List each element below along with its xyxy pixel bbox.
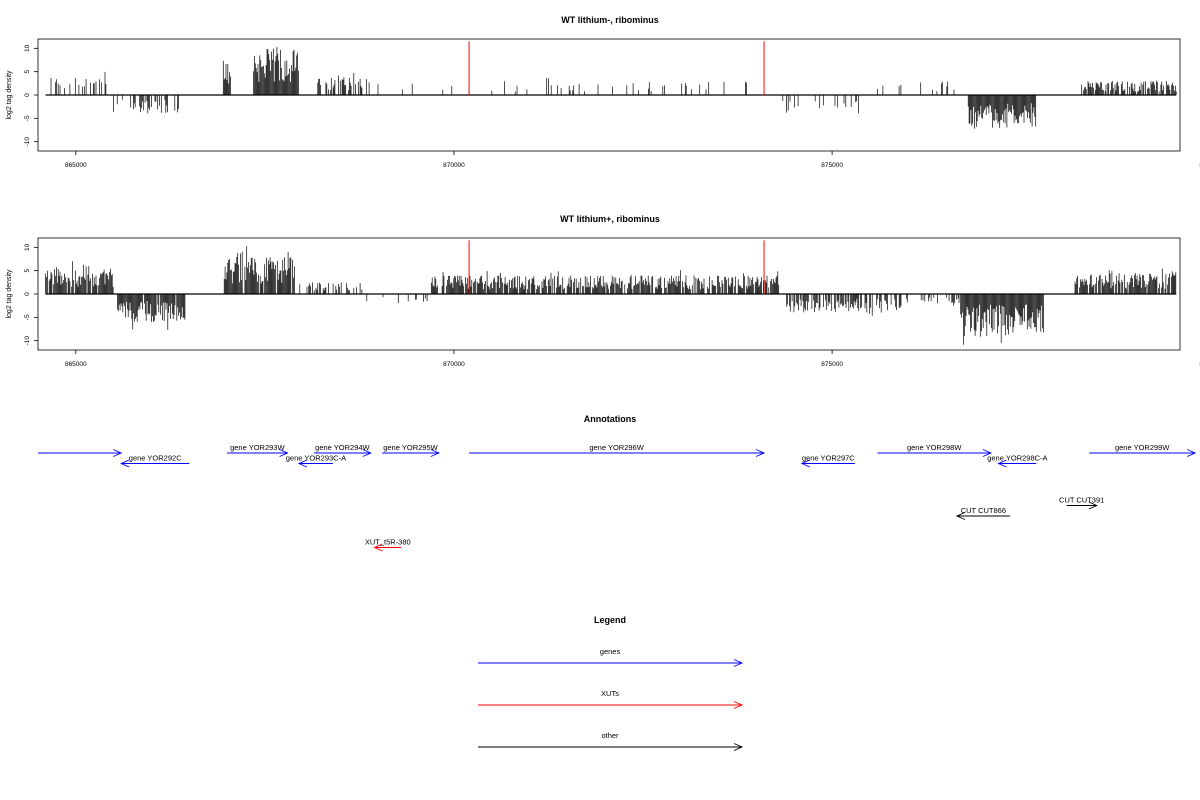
y-tick-label: 10: [24, 44, 31, 52]
arrow-head: [430, 449, 440, 457]
y-tick-label: -10: [24, 336, 31, 346]
annotation-feature: CUT CUT391: [1059, 496, 1104, 510]
y-tick-label: 5: [24, 268, 31, 272]
x-tick-label: 865000: [65, 162, 87, 169]
y-tick-label: 0: [24, 93, 31, 97]
arrow-head: [279, 449, 289, 457]
x-tick-label: 865000: [65, 361, 87, 368]
feature-label: gene YOR293W: [230, 443, 285, 452]
x-tick-label: 875000: [821, 162, 843, 169]
annotation-feature: gene YOR293W: [227, 443, 289, 457]
feature-label: gene YOR297C: [802, 454, 855, 463]
feature-label: gene YOR295W: [383, 443, 438, 452]
markers: [468, 240, 765, 294]
legend-item: XUTs: [478, 689, 744, 709]
annotation-feature: gene YOR295W: [382, 443, 440, 457]
feature-label: XUT_t5R-380: [365, 538, 411, 547]
arrow-head: [120, 459, 130, 468]
annotation-feature: gene YOR292C: [120, 454, 190, 468]
annotation-feature: XUT_t5R-380: [365, 538, 411, 552]
annotation-feature: CUT CUT866: [955, 506, 1010, 520]
x-axis: 865000870000875000880000: [65, 151, 1200, 169]
y-tick-label: 0: [24, 292, 31, 296]
x-tick-label: 870000: [443, 361, 465, 368]
arrow-head: [982, 449, 993, 457]
annotation-feature: [38, 449, 123, 457]
arrow-head: [1186, 449, 1197, 457]
annotations-title: Annotations: [584, 414, 637, 424]
y-tick-label: -5: [24, 314, 31, 320]
y-axis: 10 5 0 -5 -10: [24, 44, 38, 146]
y-axis-label: log2 tag density: [6, 269, 13, 319]
arrow-head: [997, 459, 1007, 468]
legend: Legend genes XUTs other: [478, 615, 744, 751]
chart-panel-2: WT lithium+, ribominus log2 tag density …: [6, 214, 1200, 368]
feature-label: CUT CUT866: [961, 506, 1006, 515]
arrow-head: [297, 459, 308, 468]
feature-label: gene YOR296W: [589, 443, 644, 452]
y-axis: 10 5 0 -5 -10: [24, 243, 38, 345]
chart-title: WT lithium+, ribominus: [560, 214, 660, 224]
y-tick-label: 5: [24, 69, 31, 73]
arrow-head: [113, 449, 123, 457]
arrow-head: [1088, 501, 1098, 510]
arrow-head: [955, 512, 966, 520]
y-tick-label: 10: [24, 243, 31, 251]
annotation-feature: gene YOR296W: [469, 443, 766, 457]
x-tick-label: 870000: [443, 162, 465, 169]
x-tick-label: 875000: [821, 361, 843, 368]
arrow-head: [733, 743, 744, 751]
feature-label: CUT CUT391: [1059, 496, 1104, 505]
annotation-feature: gene YOR294W: [314, 443, 372, 457]
feature-label: gene YOR293C-A: [286, 454, 346, 463]
feature-label: gene YOR298W: [907, 443, 962, 452]
signal-bars: [45, 246, 1177, 345]
feature-label: gene YOR299W: [1115, 443, 1170, 452]
markers: [468, 41, 765, 95]
annotation-feature: gene YOR293C-A: [286, 454, 346, 468]
arrow-head: [755, 449, 766, 457]
signal-bars: [50, 46, 1177, 129]
feature-label: gene YOR294W: [315, 443, 370, 452]
legend-item: other: [478, 731, 744, 751]
y-axis-label: log2 tag density: [6, 70, 13, 120]
y-tick-label: -5: [24, 115, 31, 121]
chart-panel-1: WT lithium-, ribominus log2 tag density …: [6, 15, 1200, 169]
legend-label: other: [601, 731, 619, 740]
legend-label: genes: [600, 647, 621, 656]
feature-label: gene YOR292C: [129, 454, 182, 463]
legend-title: Legend: [594, 615, 626, 625]
annotation-feature: gene YOR298C-A: [987, 454, 1048, 468]
annotation-feature: gene YOR298W: [877, 443, 993, 457]
legend-item: genes: [478, 647, 744, 667]
feature-label: gene YOR298C-A: [987, 454, 1047, 463]
legend-label: XUTs: [601, 689, 619, 698]
arrow-head: [373, 543, 383, 552]
annotation-feature: gene YOR299W: [1089, 443, 1197, 457]
legend-items: genes XUTs other: [478, 647, 744, 751]
chart-title: WT lithium-, ribominus: [561, 15, 659, 25]
arrow-head: [733, 701, 744, 709]
arrow-head: [800, 459, 811, 468]
annotation-feature: gene YOR297C: [800, 454, 855, 468]
x-axis: 865000870000875000880000: [65, 350, 1200, 368]
y-tick-label: -10: [24, 137, 31, 147]
arrow-head: [733, 659, 744, 667]
arrow-head: [362, 449, 372, 457]
